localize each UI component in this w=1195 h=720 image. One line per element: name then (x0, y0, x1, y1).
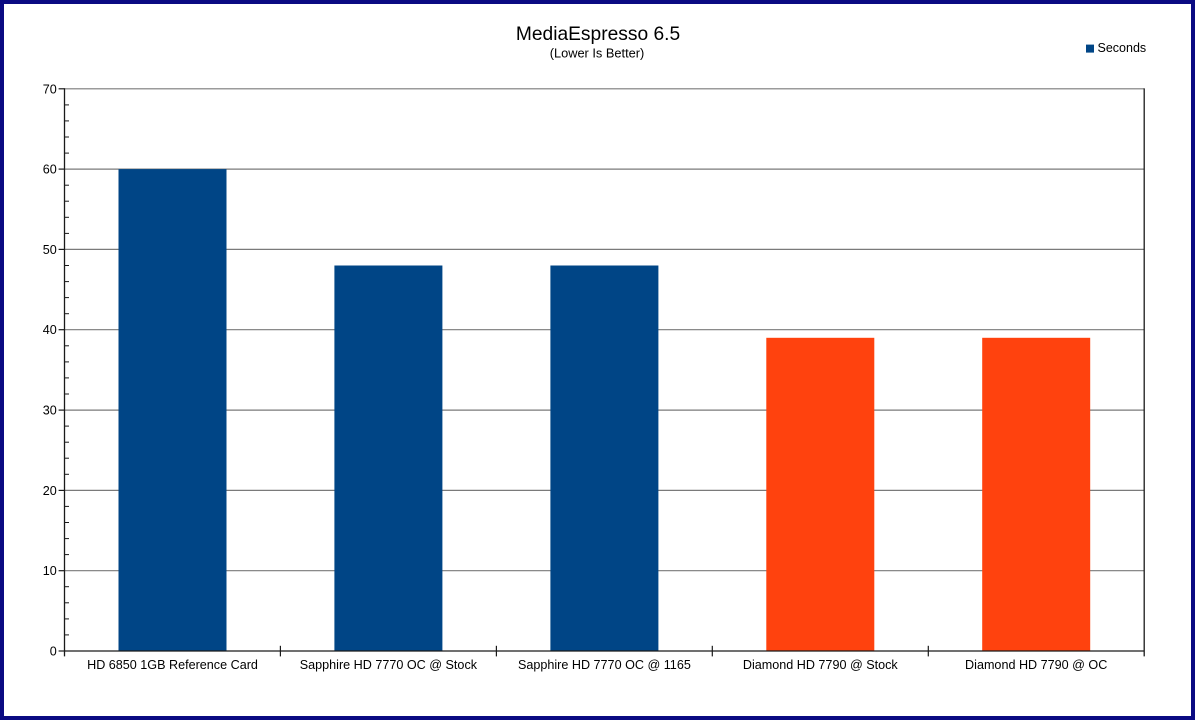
svg-text:20: 20 (43, 484, 57, 498)
svg-text:Sapphire HD 7770 OC @ Stock: Sapphire HD 7770 OC @ Stock (300, 658, 478, 672)
svg-text:0: 0 (50, 645, 57, 659)
svg-text:60: 60 (43, 163, 57, 177)
svg-text:30: 30 (43, 404, 57, 418)
svg-text:40: 40 (43, 323, 57, 337)
svg-text:70: 70 (43, 82, 57, 96)
svg-text:Sapphire HD 7770 OC @ 1165: Sapphire HD 7770 OC @ 1165 (518, 658, 691, 672)
svg-text:Diamond HD 7790 @ Stock: Diamond HD 7790 @ Stock (743, 658, 899, 672)
svg-text:Seconds: Seconds (1098, 41, 1147, 55)
svg-text:Diamond HD 7790 @ OC: Diamond HD 7790 @ OC (965, 658, 1107, 672)
svg-text:(Lower Is Better): (Lower Is Better) (550, 45, 645, 60)
svg-text:50: 50 (43, 243, 57, 257)
svg-text:10: 10 (43, 564, 57, 578)
svg-text:HD 6850 1GB Reference Card: HD 6850 1GB Reference Card (87, 658, 258, 672)
svg-text:MediaEspresso 6.5: MediaEspresso 6.5 (516, 24, 680, 45)
